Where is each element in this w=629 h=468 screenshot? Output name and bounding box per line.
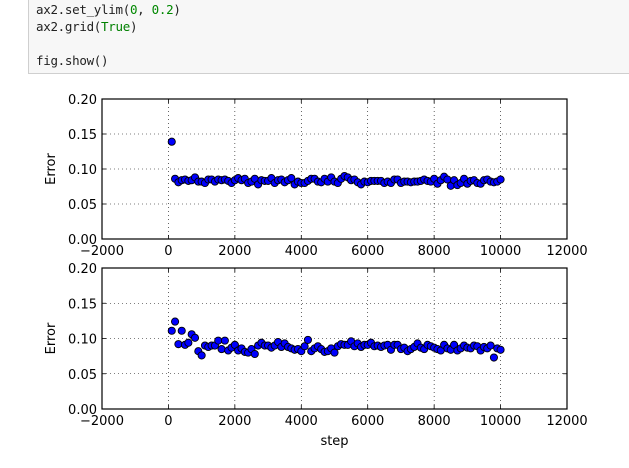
x-tick-label: 8000: [418, 414, 451, 429]
x-tick-label: 4000: [285, 244, 318, 259]
x-tick-label: −2000: [80, 244, 124, 259]
y-axis-label: Error: [44, 322, 59, 354]
y-tick-label: 0.00: [68, 233, 97, 248]
x-tick-label: 6000: [351, 414, 384, 429]
code-cell[interactable]: ax2.set_ylim(0, 0.2) ax2.grid(True) fig.…: [28, 0, 629, 74]
x-tick-label: 8000: [418, 244, 451, 259]
data-point: [217, 345, 226, 354]
x-tick-label: 2000: [218, 244, 251, 259]
x-tick-label: 0: [164, 414, 172, 429]
data-point: [300, 342, 309, 351]
axes-frame: [101, 98, 568, 240]
data-point: [250, 349, 259, 359]
y-tick-label: 0.20: [68, 93, 97, 108]
x-tick-label: 0: [164, 244, 172, 259]
data-point: [214, 336, 223, 345]
x-axis-label: step: [320, 434, 348, 449]
y-tick-label: 0.10: [68, 163, 97, 178]
data-point: [171, 317, 180, 326]
x-tick-label: 6000: [351, 244, 384, 259]
y-tick-label: 0.00: [68, 403, 97, 418]
data-point: [330, 348, 339, 357]
y-tick-label: 0.05: [68, 198, 97, 213]
y-tick-label: 0.05: [68, 368, 97, 383]
data-point: [184, 338, 193, 347]
data-point: [287, 174, 296, 183]
data-point: [177, 326, 186, 335]
data-point: [486, 341, 495, 350]
x-tick-label: 10000: [480, 414, 521, 429]
code-line-2: ax2.grid(True): [36, 19, 138, 34]
y-tick-label: 0.15: [68, 297, 97, 312]
bottom-error-chart: −2000 0 2000 4000 6000 8000 10000 12000 0.00 0.05…: [44, 262, 588, 449]
y-tick-label: 0.10: [68, 333, 97, 348]
data-point: [496, 345, 505, 354]
y-tick-label: 0.20: [68, 262, 97, 277]
y-tick-label: 0.15: [68, 128, 97, 143]
x-tick-label: −2000: [80, 414, 124, 429]
data-point: [174, 340, 183, 349]
x-tick-label: 12000: [546, 244, 587, 259]
code-line-1: ax2.set_ylim(0, 0.2): [36, 2, 181, 17]
code-line-4: fig.show(): [36, 53, 109, 68]
x-tick-label: 4000: [285, 414, 318, 429]
axes-frame: [101, 267, 568, 410]
data-point: [496, 175, 505, 184]
y-axis-label: Error: [44, 153, 59, 185]
data-point: [167, 137, 176, 146]
data-point: [220, 336, 229, 345]
x-tick-label: 12000: [546, 414, 587, 429]
x-tick-label: 10000: [480, 244, 521, 259]
top-error-chart: −2000 0 2000 4000 6000 8000 10000 12000 0.00 0.05…: [44, 93, 588, 259]
data-point: [167, 326, 176, 335]
data-point: [197, 351, 206, 360]
data-point: [190, 333, 200, 342]
data-point: [303, 335, 312, 344]
data-point: [489, 353, 498, 362]
x-tick-label: 2000: [218, 414, 251, 429]
